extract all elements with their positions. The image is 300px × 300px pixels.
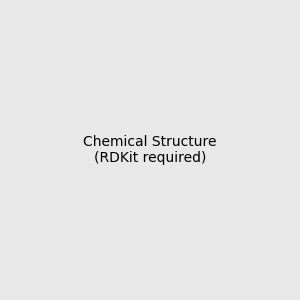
Text: Chemical Structure
(RDKit required): Chemical Structure (RDKit required) (83, 135, 217, 165)
